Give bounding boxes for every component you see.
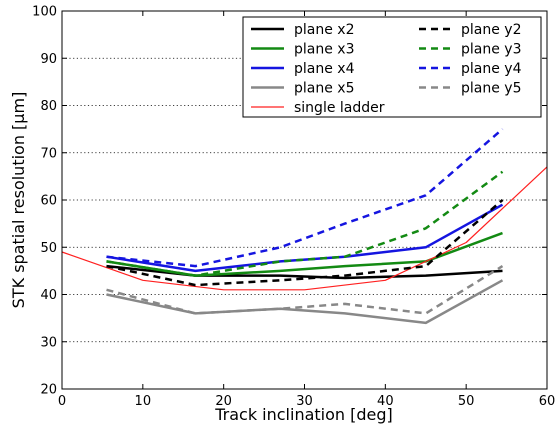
legend-label-plane-x5: plane x5 bbox=[294, 81, 354, 97]
legend-box bbox=[242, 16, 542, 118]
y-tick-label-20: 20 bbox=[40, 383, 57, 398]
legend-label-single-ladder: single ladder bbox=[294, 100, 385, 116]
axis-ticks: 0 10 20 30 40 50 60 20 30 40 50 60 70 80 90 100 bbox=[32, 5, 555, 410]
y-axis-label: STK spatial resolution [μm] bbox=[9, 92, 28, 309]
series-layer bbox=[61, 128, 548, 325]
series-line-plane-y5 bbox=[106, 265, 504, 315]
series-line-single-ladder bbox=[61, 166, 548, 291]
x-tick-label-60: 60 bbox=[539, 394, 556, 409]
legend-label-plane-x2: plane x2 bbox=[294, 22, 354, 38]
x-tick-label-40: 40 bbox=[377, 394, 394, 409]
series-line-plane-y2 bbox=[106, 199, 504, 287]
y-tick-label-80: 80 bbox=[40, 99, 57, 114]
y-tick-label-50: 50 bbox=[40, 241, 57, 256]
legend-label-plane-y2: plane y2 bbox=[461, 22, 521, 38]
y-tick-label-30: 30 bbox=[40, 335, 57, 350]
y-tick-label-40: 40 bbox=[40, 288, 57, 303]
x-tick-label-50: 50 bbox=[458, 394, 475, 409]
x-tick-label-30: 30 bbox=[296, 394, 313, 409]
series-line-plane-y3 bbox=[106, 170, 504, 277]
y-tick-label-60: 60 bbox=[40, 194, 57, 209]
y-tick-label-90: 90 bbox=[40, 52, 57, 67]
x-axis-label: Track inclination [deg] bbox=[214, 405, 393, 424]
y-tick-label-100: 100 bbox=[32, 5, 57, 20]
x-tick-label-0: 0 bbox=[58, 394, 66, 409]
legend-label-plane-x3: plane x3 bbox=[294, 42, 354, 58]
legend-label-plane-x4: plane x4 bbox=[294, 61, 355, 77]
y-tick-label-70: 70 bbox=[40, 146, 57, 161]
legend-label-plane-y5: plane y5 bbox=[461, 81, 521, 97]
legend: plane x2 plane x3 plane x4 plane x5 single l… bbox=[242, 16, 542, 118]
legend-label-plane-y4: plane y4 bbox=[461, 61, 522, 77]
series-line-plane-y4 bbox=[106, 128, 504, 268]
legend-label-plane-y3: plane y3 bbox=[461, 42, 521, 58]
x-tick-label-10: 10 bbox=[135, 394, 152, 409]
x-tick-label-20: 20 bbox=[215, 394, 232, 409]
